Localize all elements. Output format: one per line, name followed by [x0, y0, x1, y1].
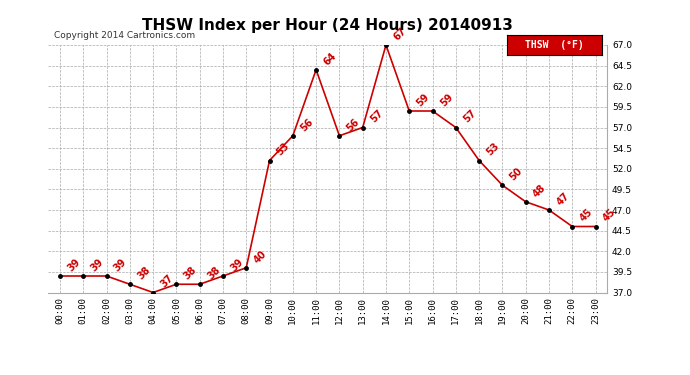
Text: 38: 38 [205, 265, 222, 282]
Title: THSW Index per Hour (24 Hours) 20140913: THSW Index per Hour (24 Hours) 20140913 [142, 18, 513, 33]
Text: 56: 56 [298, 116, 315, 133]
Text: 59: 59 [415, 92, 431, 108]
Text: 53: 53 [484, 141, 502, 158]
Text: 39: 39 [89, 256, 106, 273]
Text: 57: 57 [462, 108, 478, 125]
Text: 39: 39 [112, 256, 129, 273]
Text: 45: 45 [578, 207, 595, 224]
Text: 64: 64 [322, 50, 338, 67]
Text: 59: 59 [438, 92, 455, 108]
Text: 48: 48 [531, 182, 548, 199]
Text: 47: 47 [555, 190, 571, 207]
Text: 39: 39 [228, 256, 245, 273]
Text: 67: 67 [391, 26, 408, 42]
Text: 45: 45 [601, 207, 618, 224]
Text: 38: 38 [182, 265, 199, 282]
Text: 50: 50 [508, 166, 524, 183]
Text: 53: 53 [275, 141, 292, 158]
Text: Copyright 2014 Cartronics.com: Copyright 2014 Cartronics.com [54, 31, 195, 40]
Text: 57: 57 [368, 108, 385, 125]
Text: 39: 39 [66, 256, 82, 273]
Text: 37: 37 [159, 273, 175, 290]
Text: 38: 38 [135, 265, 152, 282]
Text: 56: 56 [345, 116, 362, 133]
Text: 40: 40 [252, 248, 268, 265]
